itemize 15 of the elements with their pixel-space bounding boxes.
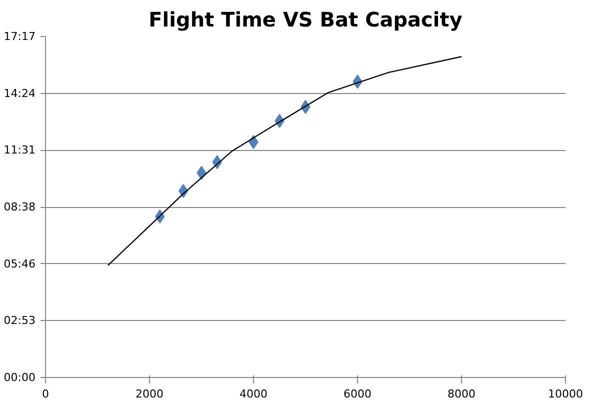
y-tick-label: 05:46	[4, 257, 36, 270]
x-tick-label: 4000	[240, 388, 268, 400]
y-tick-label: 17:17	[4, 30, 36, 43]
y-tick-label: 00:00	[4, 371, 36, 384]
x-tick-label: 6000	[344, 388, 372, 400]
chart-title: Flight Time VS Bat Capacity	[148, 8, 462, 32]
x-tick-label: 0	[42, 388, 49, 400]
x-tick-label: 10000	[548, 388, 584, 400]
y-tick-label: 02:53	[4, 314, 36, 328]
y-tick-label: 14:24	[4, 86, 36, 100]
x-tick-label: 8000	[448, 388, 476, 400]
y-tick-label: 08:38	[4, 200, 36, 214]
x-tick-label: 2000	[136, 388, 164, 400]
line-series	[107, 56, 462, 266]
y-tick-label: 11:31	[4, 144, 36, 157]
